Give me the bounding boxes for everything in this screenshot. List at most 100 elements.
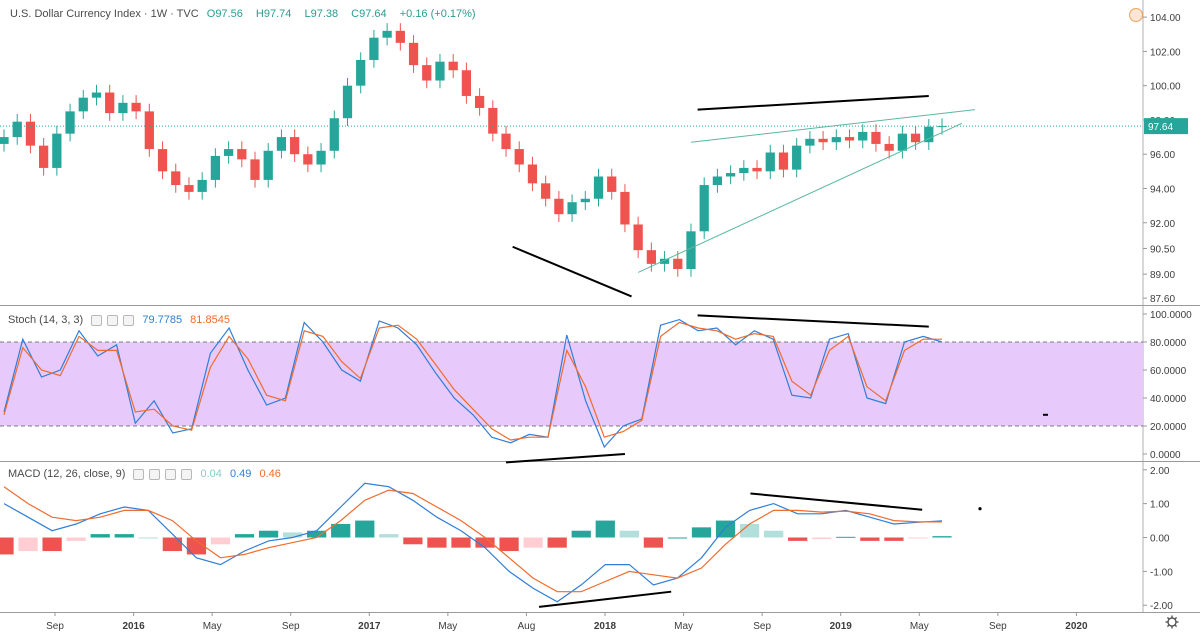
macd-histogram-bar bbox=[739, 523, 760, 538]
candle-body bbox=[607, 176, 617, 192]
x-tick-label: 2018 bbox=[594, 621, 617, 632]
more-icon[interactable] bbox=[181, 468, 193, 480]
last-price-label: 97.64 bbox=[1148, 122, 1173, 133]
stoch-band bbox=[0, 342, 1143, 426]
candle-body bbox=[792, 145, 802, 170]
candle-body bbox=[646, 250, 656, 264]
candle-body bbox=[78, 97, 88, 112]
main-legend: U.S. Dollar Currency Index · 1W · TVC O9… bbox=[10, 8, 476, 20]
candle-body bbox=[210, 155, 221, 180]
candle-body bbox=[541, 183, 551, 199]
x-tick-label: Sep bbox=[46, 621, 64, 632]
macd-histogram-bar bbox=[451, 537, 471, 548]
macd-histogram-bar bbox=[282, 532, 303, 538]
candle-body bbox=[356, 59, 366, 86]
macd-histogram-bar bbox=[403, 537, 423, 545]
macd-hist-value: 0.04 bbox=[200, 468, 222, 480]
x-tick-label: 2020 bbox=[1065, 621, 1088, 632]
macd-line-value: 0.49 bbox=[229, 468, 252, 480]
low-value: 97.38 bbox=[310, 8, 339, 20]
divergence-line bbox=[505, 453, 626, 464]
alert-icon[interactable] bbox=[1129, 8, 1143, 22]
candle-body bbox=[342, 85, 353, 119]
candle-body bbox=[461, 70, 472, 96]
candle-body bbox=[580, 198, 590, 203]
macd-histogram-bar bbox=[210, 537, 231, 545]
candle-body bbox=[805, 138, 815, 146]
stoch-tick-label: 60.0000 bbox=[1150, 366, 1187, 377]
candle-body bbox=[527, 164, 538, 184]
visibility-icon[interactable] bbox=[91, 314, 103, 326]
stoch-line bbox=[3, 321, 942, 441]
price-tick-label: 100.00 bbox=[1150, 82, 1181, 93]
x-tick-label: May bbox=[674, 621, 693, 632]
macd-tick-label: 2.00 bbox=[1150, 466, 1170, 477]
high-value: 97.74 bbox=[263, 8, 292, 20]
candle-body bbox=[620, 191, 630, 225]
macd-histogram-bar bbox=[427, 537, 447, 548]
change-value: +0.16 (+0.17%) bbox=[399, 8, 476, 20]
price-tick-label: 104.00 bbox=[1150, 13, 1181, 24]
macd-histogram-bar bbox=[18, 537, 38, 552]
settings-icon[interactable] bbox=[107, 314, 119, 326]
candle-body bbox=[422, 65, 432, 81]
candle-body bbox=[673, 258, 683, 270]
macd-histogram-bar bbox=[860, 537, 880, 541]
candle-body bbox=[567, 202, 577, 215]
candle-body bbox=[871, 131, 881, 144]
trendline-support bbox=[637, 122, 963, 273]
candle-body bbox=[52, 133, 62, 168]
x-tick-label: 2016 bbox=[122, 621, 145, 632]
close-value: 97.64 bbox=[359, 8, 387, 20]
close-icon[interactable] bbox=[165, 468, 177, 480]
macd-title[interactable]: MACD (12, 26, close, 9) bbox=[8, 468, 126, 480]
macd-histogram-bar bbox=[547, 537, 567, 548]
gear-icon bbox=[1165, 615, 1179, 629]
candle-body bbox=[474, 95, 485, 108]
stoch-tick-label: 40.0000 bbox=[1150, 394, 1187, 405]
macd-histogram-bar bbox=[595, 520, 615, 538]
candle-body bbox=[39, 145, 49, 168]
macd-histogram-bar bbox=[307, 530, 327, 538]
divergence-line bbox=[538, 590, 672, 608]
settings-icon[interactable] bbox=[149, 468, 161, 480]
macd-histogram-bar bbox=[162, 537, 182, 552]
candle-body bbox=[818, 138, 828, 143]
candle-body bbox=[118, 102, 128, 114]
stoch-tick-label: 100.0000 bbox=[1150, 310, 1192, 321]
candle-body bbox=[223, 149, 234, 156]
macd-histogram-bar bbox=[355, 520, 375, 538]
price-tick-label: 92.00 bbox=[1150, 219, 1175, 230]
candle-body bbox=[303, 154, 313, 165]
candle-body bbox=[924, 126, 934, 143]
macd-histogram-bar bbox=[523, 537, 543, 548]
close-icon[interactable] bbox=[123, 314, 135, 326]
candle-body bbox=[369, 37, 379, 60]
candle-body bbox=[329, 118, 339, 151]
macd-tick-label: 1.00 bbox=[1150, 500, 1170, 511]
visibility-icon[interactable] bbox=[133, 468, 145, 480]
candle-body bbox=[488, 107, 498, 134]
macd-tick-label: -2.00 bbox=[1150, 601, 1173, 612]
price-tick-label: 89.00 bbox=[1150, 270, 1175, 281]
candle-body bbox=[699, 185, 709, 232]
divergence-line bbox=[512, 245, 632, 298]
series-title[interactable]: U.S. Dollar Currency Index · 1W · TVC bbox=[10, 8, 199, 20]
macd-histogram-bar bbox=[90, 534, 110, 538]
macd-histogram-bar bbox=[691, 527, 712, 538]
candle-body bbox=[778, 152, 789, 170]
macd-histogram-bar bbox=[42, 537, 62, 552]
candle-body bbox=[65, 111, 75, 134]
stoch-title[interactable]: Stoch (14, 3, 3) bbox=[8, 314, 84, 326]
price-tick-label: 87.60 bbox=[1150, 294, 1175, 305]
candle-body bbox=[514, 149, 524, 165]
trendline-resistance bbox=[690, 109, 976, 143]
candle-body bbox=[593, 176, 604, 199]
macd-histogram-bar bbox=[908, 537, 928, 539]
macd-histogram-bar bbox=[331, 523, 351, 538]
candle-body bbox=[448, 61, 458, 71]
candle-body bbox=[131, 102, 141, 112]
divergence-line bbox=[697, 314, 929, 328]
candle-body bbox=[739, 167, 749, 174]
